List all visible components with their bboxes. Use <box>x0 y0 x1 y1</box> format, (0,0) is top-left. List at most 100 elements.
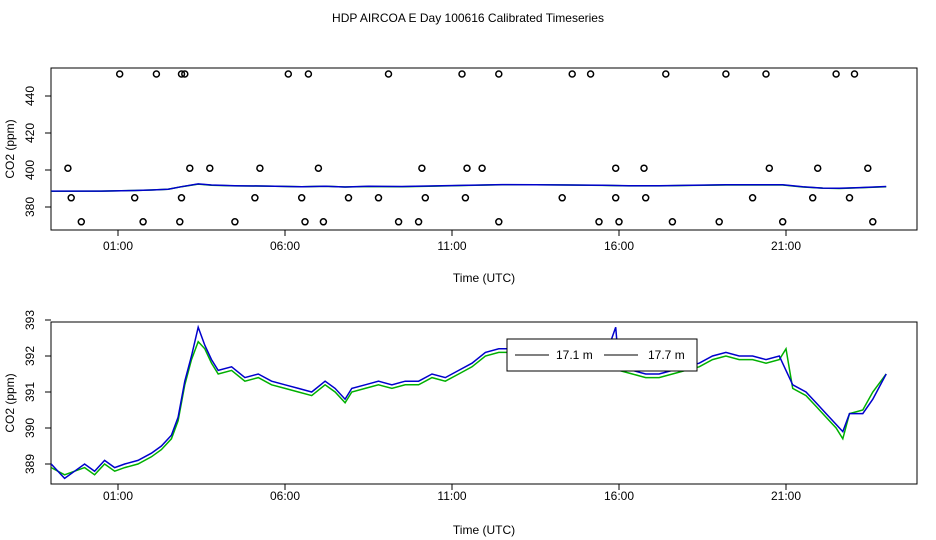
top-outlier-point <box>748 194 757 202</box>
top-outlier-point <box>778 218 787 226</box>
top-outlier-point <box>394 218 403 226</box>
top-outlier-point <box>152 70 161 78</box>
top-series-blue-line <box>51 183 887 192</box>
top-outlier-point <box>845 194 854 202</box>
top-outlier-point <box>206 164 214 172</box>
top-outlier-point <box>615 218 623 226</box>
top-outlier-point <box>495 70 503 78</box>
bottom-x-tick-label: 11:00 <box>437 489 466 503</box>
top-y-axis: 380 400 420 440 <box>23 86 51 217</box>
bottom-y-tick-label: 389 <box>23 454 37 474</box>
legend-label-17-7m: 17.7 m <box>648 348 685 362</box>
top-outlier-point <box>715 218 723 226</box>
bottom-y-tick-label: 391 <box>23 382 37 402</box>
top-outlier-point <box>850 70 859 78</box>
top-y-tick-label: 420 <box>23 123 37 143</box>
top-outlier-point <box>463 164 471 172</box>
top-outlier-point <box>586 70 595 78</box>
top-outlier-point <box>186 164 194 172</box>
top-outlier-point <box>374 194 383 202</box>
top-outlier-point <box>414 218 423 226</box>
top-outlier-point <box>864 164 872 172</box>
top-outlier-point <box>595 218 603 226</box>
top-y-tick-label: 400 <box>23 160 37 180</box>
top-outlier-point <box>319 218 328 226</box>
top-outlier-point <box>461 194 470 202</box>
bottom-x-tick-label: 21:00 <box>771 489 801 503</box>
top-x-axis: 01:00 06:00 11:00 16:00 21:00 <box>103 230 801 253</box>
top-outlier-point <box>418 164 426 172</box>
bottom-x-tick-label: 16:00 <box>604 489 634 503</box>
bottom-x-axis-label: Time (UTC) <box>453 523 515 537</box>
top-outlier-point <box>641 194 650 202</box>
top-outlier-point <box>115 70 124 78</box>
top-outlier-point <box>256 164 264 172</box>
top-outlier-point <box>284 70 293 78</box>
bottom-x-tick-label: 06:00 <box>270 489 300 503</box>
top-outlier-point <box>176 218 184 226</box>
top-x-tick-label: 21:00 <box>771 239 801 253</box>
bottom-x-tick-label: 01:00 <box>103 489 133 503</box>
bottom-plot-frame <box>50 321 918 485</box>
top-outlier-point <box>458 70 466 78</box>
bottom-y-tick-label: 390 <box>23 418 37 438</box>
top-outlier-point <box>611 194 620 202</box>
bottom-y-axis: 389 390 391 392 393 <box>23 310 51 474</box>
top-outlier-point <box>297 194 306 202</box>
top-panel: 01:00 06:00 11:00 16:00 21:00 380 400 420 440 T… <box>3 67 918 285</box>
top-outlier-point <box>67 194 75 202</box>
bottom-panel: 01:00 06:00 11:00 16:00 21:00 389 390 391 392 39… <box>3 310 918 537</box>
legend-label-17-1m: 17.1 m <box>556 348 593 362</box>
bottom-series-lines <box>50 324 887 480</box>
top-x-tick-label: 16:00 <box>604 239 634 253</box>
legend: 17.1 m 17.7 m <box>506 338 698 372</box>
top-outlier-point <box>177 194 186 202</box>
top-outlier-point <box>64 164 72 172</box>
top-outlier-point <box>251 194 259 202</box>
top-outlier-point <box>813 164 822 172</box>
top-outlier-point <box>301 218 309 226</box>
top-outlier-point <box>478 164 486 172</box>
top-x-tick-label: 06:00 <box>270 239 300 253</box>
top-y-axis-label: CO2 (ppm) <box>3 119 17 178</box>
legend-box <box>506 338 698 372</box>
bottom-series-17-7m-line <box>50 324 887 480</box>
top-outlier-point <box>177 70 186 78</box>
top-outlier-point <box>722 70 730 78</box>
top-outlier-point <box>139 218 147 226</box>
top-outlier-point <box>344 194 353 202</box>
top-outlier-point <box>568 70 576 78</box>
top-outlier-point <box>765 164 774 172</box>
top-outlier-point <box>384 70 393 78</box>
bottom-series-17-1m-line <box>50 340 887 476</box>
figure-title: HDP AIRCOA E Day 100616 Calibrated Times… <box>332 11 604 25</box>
top-outlier-points <box>64 70 877 226</box>
top-outlier-point <box>668 218 677 226</box>
top-y-tick-label: 380 <box>23 197 37 217</box>
top-series-lines <box>51 183 887 193</box>
bottom-y-tick-label: 393 <box>23 310 37 330</box>
top-outlier-point <box>77 218 86 226</box>
top-outlier-point <box>130 194 139 202</box>
top-x-axis-label: Time (UTC) <box>453 271 515 285</box>
top-x-tick-label: 11:00 <box>437 239 466 253</box>
bottom-y-tick-label: 392 <box>23 346 37 366</box>
top-outlier-point <box>611 164 620 172</box>
top-outlier-point <box>495 218 503 226</box>
top-y-tick-label: 440 <box>23 86 37 106</box>
top-outlier-point <box>231 218 239 226</box>
top-x-tick-label: 01:00 <box>103 239 133 253</box>
top-outlier-point <box>304 70 313 78</box>
top-outlier-point <box>314 164 323 172</box>
top-outlier-point <box>832 70 840 78</box>
top-outlier-point <box>808 194 817 202</box>
bottom-y-axis-label: CO2 (ppm) <box>3 373 17 432</box>
top-outlier-point <box>762 70 770 78</box>
top-outlier-point <box>558 194 566 202</box>
top-outlier-point <box>181 70 189 78</box>
top-plot-frame <box>50 67 918 231</box>
top-outlier-point <box>640 164 648 172</box>
top-outlier-point <box>869 218 877 226</box>
top-outlier-point <box>662 70 670 78</box>
